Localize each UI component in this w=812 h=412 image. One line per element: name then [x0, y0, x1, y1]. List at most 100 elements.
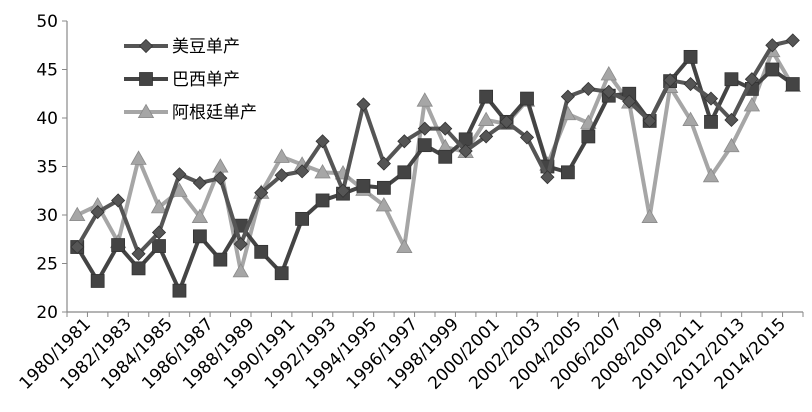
data-point: [765, 62, 780, 77]
data-point: [213, 171, 228, 186]
data-point: [314, 164, 331, 179]
tick-labels: 202530354045501980/19811982/19831984/198…: [16, 12, 790, 394]
y-tick-label: 45: [36, 61, 58, 81]
data-point: [417, 138, 432, 153]
data-point: [254, 244, 269, 259]
legend-item: 阿根廷单产: [124, 103, 257, 123]
data-point: [601, 84, 616, 99]
data-point: [273, 148, 290, 163]
data-point: [356, 97, 371, 112]
data-point: [438, 149, 453, 164]
data-point: [702, 167, 720, 183]
legend-marker: [139, 72, 153, 86]
data-point: [376, 156, 391, 171]
data-point: [111, 238, 126, 252]
y-tick-label: 35: [36, 158, 58, 178]
data-point: [663, 73, 678, 88]
legend-label: 阿根廷单产: [172, 103, 257, 123]
y-tick-label: 50: [36, 12, 58, 32]
data-point: [397, 134, 412, 149]
data-point: [375, 196, 393, 212]
data-point: [295, 164, 310, 179]
data-point: [417, 121, 432, 136]
y-tick-label: 30: [36, 206, 58, 226]
data-point: [581, 81, 596, 96]
data-point: [724, 112, 739, 128]
data-point: [622, 94, 637, 109]
data-point: [581, 129, 596, 144]
data-point: [744, 72, 759, 87]
data-point: [130, 150, 147, 165]
data-point: [704, 114, 718, 129]
data-point: [376, 180, 391, 195]
data-point: [335, 183, 351, 198]
legend-marker: [137, 103, 155, 119]
data-point: [724, 72, 739, 87]
data-point: [131, 246, 146, 261]
data-point: [642, 113, 657, 128]
data-point: [90, 205, 105, 220]
data-point: [479, 129, 494, 144]
data-point: [479, 89, 494, 104]
data-point: [560, 89, 575, 104]
data-point: [438, 121, 453, 136]
data-point: [396, 238, 413, 254]
data-point: [600, 66, 617, 81]
data-point: [683, 76, 698, 92]
data-point: [233, 237, 248, 252]
data-point: [519, 130, 535, 145]
legend-item: 美豆单产: [124, 37, 240, 57]
data-point: [192, 229, 207, 244]
data-point: [212, 158, 229, 173]
data-point: [477, 111, 495, 126]
data-point: [683, 49, 698, 64]
data-point: [703, 91, 719, 106]
series-diamond: [70, 33, 800, 261]
legend-item: 巴西单产: [124, 70, 240, 90]
y-tick-label: 25: [36, 255, 58, 275]
legend-label: 美豆单产: [172, 37, 240, 57]
data-point: [743, 97, 761, 112]
data-point: [131, 261, 146, 276]
data-point: [723, 137, 740, 153]
data-point: [785, 77, 800, 91]
data-point: [682, 111, 699, 126]
data-point: [192, 175, 207, 191]
data-point: [641, 208, 658, 223]
data-point: [499, 114, 514, 129]
data-point: [232, 262, 249, 278]
axes: [62, 20, 804, 317]
data-point: [151, 225, 167, 240]
data-point: [152, 239, 166, 253]
data-point: [785, 33, 800, 48]
data-point: [765, 38, 780, 53]
data-point: [254, 185, 269, 200]
data-point: [172, 167, 187, 182]
data-point: [315, 134, 330, 149]
legend-label: 巴西单产: [172, 70, 240, 90]
data-point: [356, 178, 371, 193]
y-tick-label: 40: [36, 109, 58, 129]
data-point: [458, 143, 473, 159]
y-tick-label: 20: [36, 303, 58, 323]
data-point: [191, 208, 209, 223]
data-point: [520, 91, 534, 106]
data-point: [90, 274, 105, 288]
data-point: [274, 266, 289, 281]
series-layer: [69, 33, 801, 298]
series-triangle: [69, 42, 801, 278]
data-point: [111, 193, 126, 208]
data-point: [70, 239, 85, 255]
data-point: [213, 252, 228, 267]
data-point: [295, 211, 310, 226]
data-point: [560, 165, 575, 180]
data-point: [150, 198, 168, 214]
data-point: [172, 283, 187, 298]
data-point: [274, 168, 289, 183]
legend-marker: [138, 38, 154, 54]
data-point: [69, 206, 86, 222]
data-point: [315, 193, 330, 208]
